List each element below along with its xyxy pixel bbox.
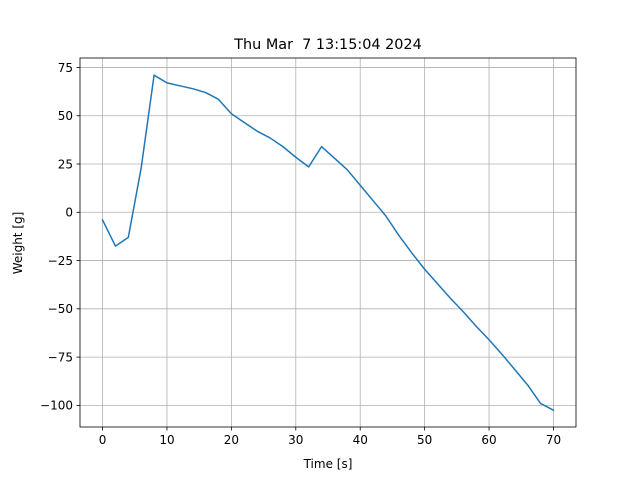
y-tick-label: −50 bbox=[48, 302, 73, 316]
grid bbox=[80, 58, 576, 427]
y-tick-label: −75 bbox=[48, 350, 73, 364]
x-tick-label: 50 bbox=[417, 433, 432, 447]
plot-frame bbox=[79, 57, 577, 428]
y-tick-label: 75 bbox=[58, 61, 73, 75]
chart-title: Thu Mar 7 13:15:04 2024 bbox=[233, 37, 421, 53]
x-axis-label: Time [s] bbox=[303, 457, 353, 471]
y-tick-label: 25 bbox=[58, 157, 73, 171]
y-tick-label: 50 bbox=[58, 109, 73, 123]
y-axis-label: Weight [g] bbox=[11, 212, 25, 275]
x-tick-label: 10 bbox=[159, 433, 174, 447]
y-tick-label: 0 bbox=[65, 206, 73, 220]
x-tick-label: 70 bbox=[546, 433, 561, 447]
plot-area bbox=[80, 58, 576, 427]
series-layer bbox=[101, 74, 555, 412]
y-tick-label: −100 bbox=[40, 399, 73, 413]
y-tick-label: −25 bbox=[48, 254, 73, 268]
x-tick-label: 30 bbox=[288, 433, 303, 447]
ticks: 0 10 20 30 40 50 60 70 −100 −75 −50 −25 0 25 50 75 bbox=[40, 61, 561, 447]
x-tick-label: 40 bbox=[353, 433, 368, 447]
x-tick-label: 0 bbox=[99, 433, 107, 447]
x-tick-label: 60 bbox=[481, 433, 496, 447]
x-tick-label: 20 bbox=[224, 433, 239, 447]
series-line bbox=[101, 74, 555, 412]
